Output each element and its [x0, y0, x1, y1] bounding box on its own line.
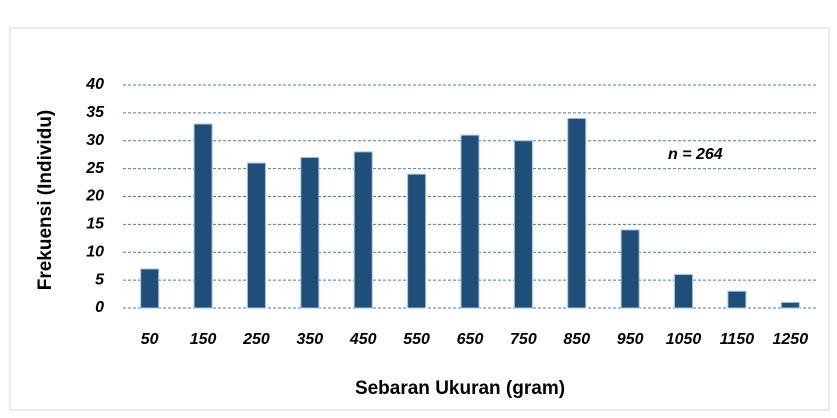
- y-tick-label: 5: [95, 271, 105, 288]
- y-tick-label: 40: [85, 76, 104, 93]
- bar: [193, 123, 213, 309]
- bar: [727, 290, 747, 309]
- x-tick-label: 450: [349, 331, 377, 348]
- bar: [140, 268, 160, 309]
- x-tick-label: 750: [510, 331, 537, 348]
- bar: [460, 134, 480, 309]
- x-axis-title: Sebaran Ukuran (gram): [355, 378, 565, 399]
- y-tick-label: 25: [85, 160, 105, 177]
- y-tick-label: 0: [95, 299, 104, 316]
- x-tick-label: 350: [296, 331, 323, 348]
- x-tick-label: 850: [563, 331, 590, 348]
- y-tick-label: 30: [86, 132, 104, 149]
- y-tick-label: 20: [85, 188, 104, 205]
- y-tick-label: 15: [86, 216, 105, 233]
- y-tick-label: 35: [86, 104, 105, 121]
- bar: [620, 229, 640, 309]
- x-tick-label: 150: [190, 331, 217, 348]
- x-tick-label: 950: [617, 331, 644, 348]
- x-tick-label: 250: [242, 331, 270, 348]
- bar: [300, 156, 320, 309]
- y-tick-label: 10: [86, 243, 104, 260]
- x-tick-label: 550: [403, 331, 430, 348]
- bar: [780, 301, 800, 309]
- x-tick-label: 1250: [773, 331, 809, 348]
- annotation: n = 264: [668, 146, 723, 163]
- y-axis-title: Frekuensi (Individu): [35, 110, 56, 291]
- bar: [407, 173, 427, 309]
- x-tick-label: 650: [457, 331, 484, 348]
- x-tick-label: 1150: [720, 331, 755, 348]
- bar: [246, 162, 266, 309]
- bar: [353, 151, 373, 309]
- x-tick-label: 1050: [666, 331, 702, 348]
- x-tick-label: 50: [141, 331, 159, 348]
- bar: [513, 140, 533, 309]
- bar: [567, 117, 587, 309]
- bar: [674, 274, 694, 309]
